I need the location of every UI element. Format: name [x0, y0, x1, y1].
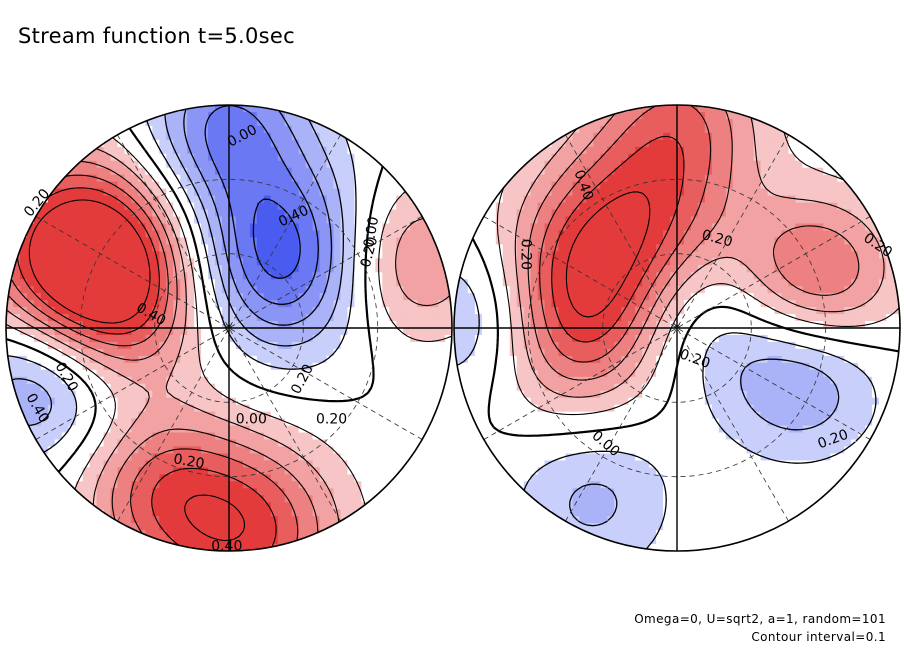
meridian-line — [117, 134, 341, 522]
pole-marker: * — [226, 322, 233, 337]
meridian-line — [483, 216, 871, 440]
meridian-line — [483, 216, 871, 440]
contour-label: 0.20 — [700, 227, 734, 251]
contour-level-p0 — [6, 105, 412, 528]
hemisphere-panel-right: *0.400.200.20 0.200.200.00 0.20 — [453, 104, 901, 552]
contour-label: 0.20 — [172, 451, 205, 472]
contour-level-p3 — [527, 105, 860, 381]
contours-right — [454, 105, 900, 551]
meridian-line — [35, 216, 423, 440]
contour-label: 0.20 — [517, 239, 533, 270]
hemisphere-panel-left: *0.000.20 0.400.400.200.000.200.200.000.2… — [5, 104, 453, 555]
disc-outline — [5, 104, 453, 552]
contour-label: 0.00 — [236, 411, 267, 427]
meridian-line — [117, 134, 341, 522]
contour-label: 0.20 — [358, 235, 382, 269]
parameter-note: Omega=0, U=sqrt2, a=1, random=101 — [634, 612, 886, 626]
contour-label: 0.20 — [316, 411, 347, 427]
contour-label: 0.40 — [211, 539, 242, 555]
disc-outline — [453, 104, 901, 552]
contour-level-p6 — [565, 191, 651, 318]
contour-interval-note: Contour interval=0.1 — [751, 630, 886, 644]
pole-marker: * — [674, 322, 681, 337]
meridian-line — [565, 134, 789, 522]
contour-level-p4 — [539, 105, 712, 363]
contour-level-p6 — [28, 199, 246, 542]
meridian-line — [35, 216, 423, 440]
chart-title: Stream function t=5.0sec — [18, 24, 295, 48]
contour-level-m5 — [252, 198, 301, 279]
meridian-line — [565, 134, 789, 522]
contour-label: 0.00 — [361, 215, 382, 248]
shading-right — [454, 105, 900, 551]
